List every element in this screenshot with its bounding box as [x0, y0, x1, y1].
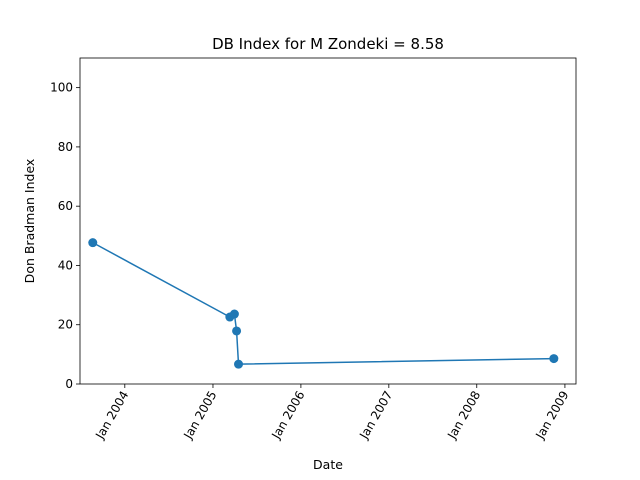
y-tick-label: 100	[50, 81, 73, 95]
y-axis-label: Don Bradman Index	[22, 159, 37, 284]
series-line	[92, 241, 554, 365]
y-tick-label: 40	[58, 258, 73, 272]
y-tick-label: 80	[58, 140, 73, 154]
y-tick-label: 60	[58, 199, 73, 213]
x-axis-label: Date	[313, 457, 343, 472]
y-tick-label: 20	[58, 318, 73, 332]
data-point	[88, 238, 98, 248]
y-tick-label: 0	[65, 377, 73, 391]
data-point	[549, 354, 559, 364]
data-point	[234, 359, 244, 369]
data-point	[232, 326, 242, 336]
data-point	[229, 309, 239, 319]
chart-title: DB Index for M Zondeki = 8.58	[212, 35, 444, 53]
axes-frame	[79, 57, 577, 385]
